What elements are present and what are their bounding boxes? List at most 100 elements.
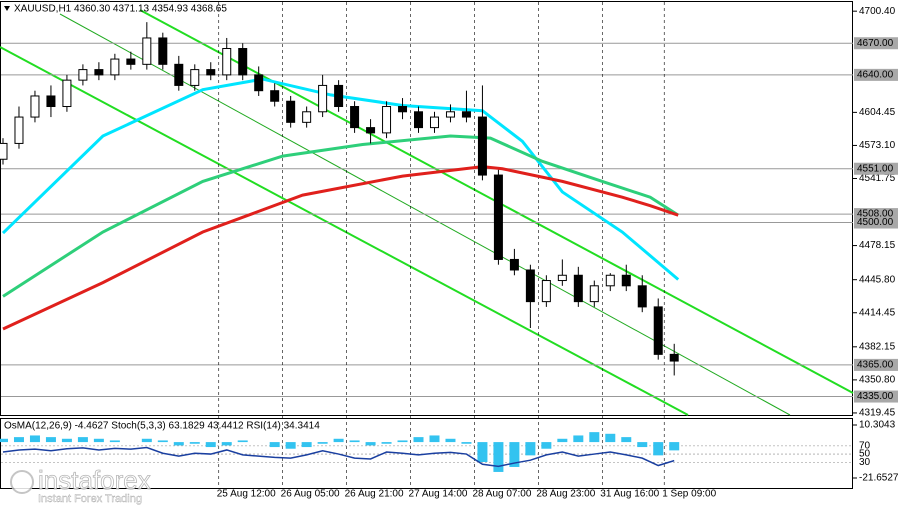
candle-body bbox=[477, 116, 487, 176]
osma-bar bbox=[61, 438, 72, 443]
level-label: 4500.00 bbox=[857, 217, 894, 228]
y-tick-label: 4478.15 bbox=[859, 240, 896, 251]
candle-body bbox=[350, 106, 360, 129]
symbol: XAUUSD,H1 bbox=[14, 4, 72, 15]
osma-bar bbox=[29, 435, 40, 443]
osma-bar bbox=[429, 435, 440, 443]
x-tick-label: 31 Aug 16:00 bbox=[600, 489, 659, 500]
watermark: instaforex Instant Forex Trading bbox=[10, 464, 151, 505]
osma-bar bbox=[141, 438, 152, 443]
osma-bar bbox=[669, 442, 680, 451]
osma-bar bbox=[413, 437, 424, 443]
osma-bar bbox=[349, 440, 360, 443]
osma-bar bbox=[525, 442, 536, 456]
ind-tick-label: -21.6527 bbox=[859, 473, 898, 484]
candle-body bbox=[94, 69, 104, 76]
osma-bar bbox=[333, 438, 344, 443]
candle-body bbox=[190, 69, 200, 86]
candle-body bbox=[126, 58, 136, 65]
level-label: 4508.00 bbox=[857, 209, 894, 220]
level-box bbox=[854, 68, 898, 81]
osma-bar bbox=[653, 442, 664, 456]
candle-body bbox=[286, 100, 296, 123]
osma-bar bbox=[157, 440, 168, 443]
osma-bar bbox=[493, 442, 504, 472]
candle-body bbox=[254, 74, 264, 92]
candle-body bbox=[382, 106, 392, 134]
y-tick-label: 4382.15 bbox=[859, 341, 896, 352]
x-tick-label: 28 Aug 23:00 bbox=[536, 489, 595, 500]
level-box bbox=[854, 390, 898, 403]
osma-bar bbox=[461, 442, 472, 444]
ohlc: 4360.30 4371.13 4354.93 4368.65 bbox=[74, 4, 227, 15]
osma-bar bbox=[541, 442, 552, 449]
candle-body bbox=[62, 79, 72, 108]
candle-body bbox=[302, 111, 312, 123]
candle-body bbox=[541, 280, 551, 303]
candle-body bbox=[110, 58, 120, 76]
rsi-tick-label: 50 bbox=[859, 449, 871, 460]
osma-bar bbox=[637, 442, 648, 448]
candle-body bbox=[142, 37, 152, 65]
y-tick-label: 4414.45 bbox=[859, 307, 896, 318]
candle-body bbox=[0, 142, 8, 160]
y-tick-label: 4319.45 bbox=[859, 408, 896, 419]
menu-arrow[interactable] bbox=[4, 6, 10, 11]
osma-bar bbox=[77, 437, 88, 443]
osma-bar bbox=[205, 442, 216, 448]
candle-body bbox=[158, 37, 168, 65]
y-tick-label: 4700.40 bbox=[859, 6, 896, 17]
candle-body bbox=[270, 90, 280, 102]
candle-body bbox=[14, 116, 24, 144]
x-tick-label: 25 Aug 12:00 bbox=[217, 489, 276, 500]
candle-body bbox=[653, 306, 663, 355]
candle-body bbox=[398, 106, 408, 113]
channel-lower bbox=[0, 46, 689, 416]
osma-bar bbox=[189, 442, 200, 444]
osma-bar bbox=[509, 442, 520, 467]
osma-bar bbox=[221, 442, 232, 446]
candle-body bbox=[637, 285, 647, 308]
osma-bar bbox=[173, 442, 184, 446]
level-box bbox=[854, 162, 898, 175]
indicator-title: OsMA(12,26,9) -4.4627 Stoch(5,3,3) 63.18… bbox=[4, 421, 320, 432]
level-label: 4640.00 bbox=[857, 70, 894, 81]
candle-body bbox=[461, 111, 471, 118]
osma-bar bbox=[0, 438, 8, 443]
candle-body bbox=[573, 274, 583, 303]
osma-bar bbox=[477, 442, 488, 462]
osma-bar bbox=[237, 440, 248, 443]
candle-body bbox=[78, 69, 88, 81]
logo bbox=[10, 470, 34, 494]
candle-body bbox=[222, 48, 232, 76]
y-tick-label: 4604.45 bbox=[859, 107, 896, 118]
level-label: 4551.00 bbox=[857, 163, 894, 174]
osma-bar bbox=[109, 440, 120, 443]
y-tick-label: 4350.80 bbox=[859, 375, 896, 386]
osma-bar bbox=[285, 442, 296, 449]
candle-body bbox=[669, 353, 679, 362]
y-tick-label: 4445.80 bbox=[859, 274, 896, 285]
osma-bar bbox=[381, 442, 392, 444]
level-label: 4670.00 bbox=[857, 38, 894, 49]
candle-body bbox=[429, 116, 439, 129]
moving-average bbox=[2, 134, 680, 298]
candle-body bbox=[318, 84, 328, 113]
main-frame bbox=[0, 1, 853, 416]
candle-body bbox=[493, 174, 503, 260]
x-tick-label: 28 Aug 07:00 bbox=[472, 489, 531, 500]
candle-body bbox=[445, 111, 455, 118]
candle-body bbox=[414, 111, 424, 129]
level-box bbox=[854, 358, 898, 371]
x-tick-label: 26 Aug 21:00 bbox=[345, 489, 404, 500]
candle-body bbox=[605, 274, 615, 287]
x-tick-label: 1 Sep 09:00 bbox=[662, 489, 716, 500]
osma-bar bbox=[301, 442, 312, 448]
x-tick-label: 27 Aug 14:00 bbox=[409, 489, 468, 500]
rsi-line bbox=[2, 446, 675, 468]
osma-bar bbox=[573, 435, 584, 443]
x-tick-label: 26 Aug 05:00 bbox=[281, 489, 340, 500]
tagline: Instant Forex Trading bbox=[38, 493, 142, 505]
